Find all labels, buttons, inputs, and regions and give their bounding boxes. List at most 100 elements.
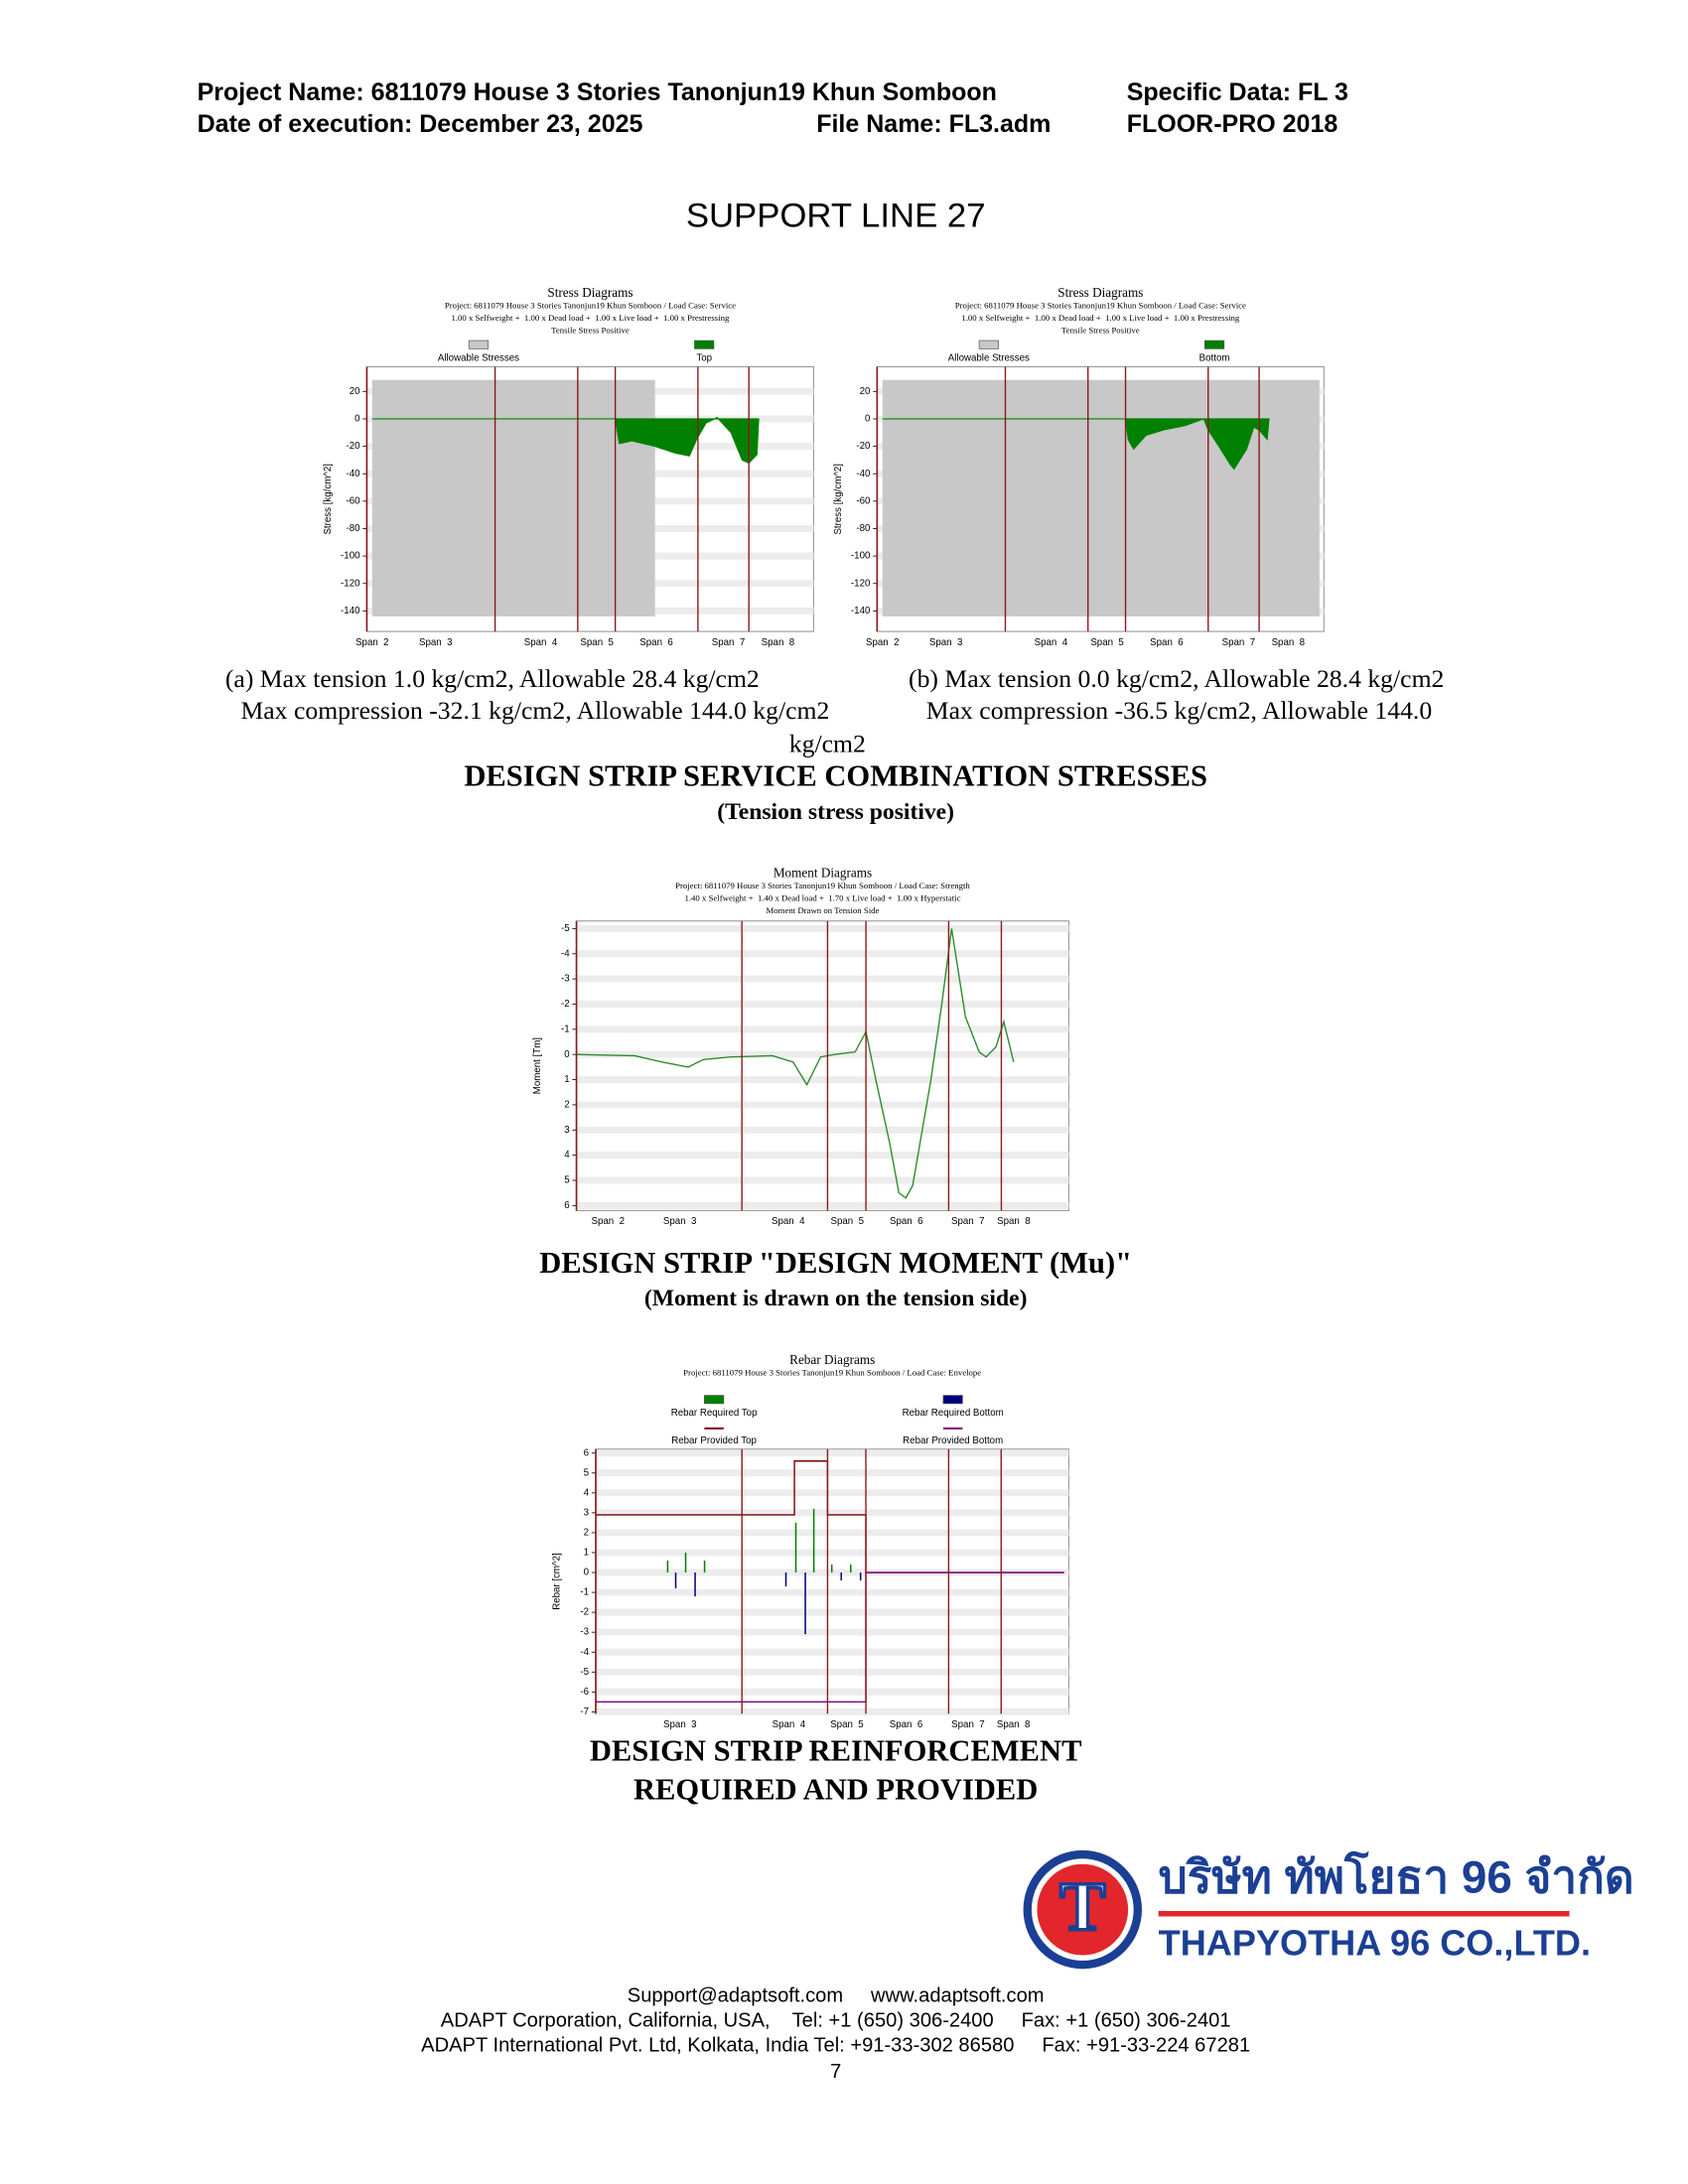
- company-logo: T บริษัท ทัพโยธา 96 จำกัด THAPYOTHA 96 C…: [1023, 1850, 1634, 1970]
- chart-subtitle: Project: 6811079 House 3 Stories Tanonju…: [955, 300, 1246, 310]
- y-tick-label: -120: [851, 578, 871, 589]
- y-axis-label: Stress [kg/cm^2]: [833, 464, 844, 535]
- allowable-region: [371, 379, 655, 616]
- span-label: Span 4: [524, 637, 558, 648]
- legend-label: Allowable Stresses: [438, 353, 519, 364]
- allowable-region: [882, 379, 1320, 616]
- note: (Moment is drawn on the tension side): [644, 1286, 1028, 1311]
- chart-subtitle: Project: 6811079 House 3 Stories Tanonju…: [683, 1367, 981, 1377]
- span-label: Span 6: [1150, 637, 1184, 648]
- span-label: Span 5: [831, 1216, 865, 1227]
- chart-title: Rebar Diagrams: [789, 1352, 875, 1367]
- span-label: Span 5: [830, 1719, 864, 1730]
- logo-english: THAPYOTHA 96 CO.,LTD.: [1159, 1922, 1591, 1963]
- y-tick-label: -2: [580, 1607, 589, 1618]
- chart-title: Stress Diagrams: [1057, 285, 1143, 300]
- y-tick-label: 0: [584, 1568, 590, 1578]
- legend-label: Top: [696, 353, 712, 364]
- y-tick-label: 6: [564, 1200, 569, 1211]
- y-tick-label: -120: [341, 578, 360, 589]
- y-tick-label: -60: [346, 495, 360, 506]
- y-tick-label: -140: [341, 606, 360, 616]
- plot-area: [576, 920, 1069, 1211]
- caption-b: kg/cm2: [789, 729, 866, 757]
- y-tick-label: 4: [564, 1150, 570, 1160]
- legend-label: Rebar Required Top: [671, 1408, 758, 1419]
- y-tick-label: 6: [584, 1447, 589, 1458]
- chart-subtitle: Tensile Stress Positive: [1061, 325, 1140, 335]
- span-label: Span 8: [762, 637, 795, 648]
- span-label: Span 7: [1222, 637, 1256, 648]
- y-tick-label: 2: [564, 1099, 569, 1110]
- y-tick-label: -40: [346, 469, 360, 479]
- heading: DESIGN STRIP REINFORCEMENT: [590, 1734, 1082, 1768]
- span-label: Span 8: [1272, 637, 1306, 648]
- y-tick-label: -1: [580, 1587, 589, 1598]
- y-tick-label: 5: [584, 1467, 589, 1478]
- logo-disc: [1037, 1863, 1129, 1956]
- span-label: Span 5: [1090, 637, 1124, 648]
- project-name: Project Name: 6811079 House 3 Stories Ta…: [198, 78, 997, 106]
- caption-b: (b) Max tension 0.0 kg/cm2, Allowable 28…: [909, 664, 1444, 693]
- span-label: Span 3: [663, 1216, 697, 1227]
- span-label: Span 2: [355, 637, 389, 648]
- legend-swatch: [942, 1395, 963, 1405]
- y-tick-label: -100: [341, 551, 360, 562]
- y-tick-label: 3: [564, 1125, 569, 1136]
- legend-label: Allowable Stresses: [948, 353, 1030, 364]
- y-tick-label: -100: [851, 551, 871, 562]
- y-tick-label: -4: [580, 1647, 589, 1658]
- chart-subtitle: Project: 6811079 House 3 Stories Tanonju…: [445, 300, 736, 310]
- y-tick-label: 20: [860, 386, 871, 397]
- chart-title: Moment Diagrams: [774, 866, 872, 881]
- y-tick-label: -20: [346, 441, 360, 452]
- legend-swatch: [468, 340, 490, 349]
- span-label: Span 8: [997, 1719, 1031, 1730]
- y-tick-label: -80: [856, 523, 871, 534]
- y-tick-label: -3: [561, 974, 570, 985]
- span-label: Span 7: [951, 1719, 985, 1730]
- y-tick-label: 1: [584, 1548, 589, 1559]
- legend-swatch: [704, 1395, 725, 1405]
- span-label: Span 4: [772, 1216, 805, 1227]
- y-tick-label: -3: [580, 1627, 589, 1638]
- logo-thai: บริษัท ทัพโยธา 96 จำกัด: [1159, 1850, 1634, 1903]
- y-axis-label: Moment [Tm]: [532, 1037, 543, 1094]
- y-tick-label: -6: [580, 1687, 589, 1698]
- chart-subtitle: Tensile Stress Positive: [551, 325, 630, 335]
- y-tick-label: 20: [350, 386, 360, 397]
- y-tick-label: -80: [346, 523, 360, 534]
- chart-subtitle: 1.00 x Selfweight + 1.00 x Dead load + 1…: [961, 313, 1240, 323]
- y-axis-label: Rebar [cm^2]: [552, 1553, 563, 1609]
- stress-area: [882, 418, 1270, 471]
- specific-data: Specific Data: FL 3: [1127, 78, 1348, 106]
- y-tick-label: 0: [865, 414, 871, 425]
- span-label: Span 6: [890, 1719, 923, 1730]
- y-tick-label: -1: [561, 1024, 570, 1034]
- logo-letter: T: [1059, 1869, 1105, 1946]
- legend-swatch: [978, 340, 999, 349]
- span-label: Span 6: [890, 1216, 923, 1227]
- execution-date: Date of execution: December 23, 2025: [198, 110, 643, 138]
- y-axis-label: Stress [kg/cm^2]: [323, 464, 334, 535]
- span-label: Span 5: [580, 637, 614, 648]
- section-title: SUPPORT LINE 27: [686, 198, 986, 235]
- y-tick-label: -2: [561, 999, 570, 1010]
- span-label: Span 7: [712, 637, 746, 648]
- legend-label: Rebar Required Bottom: [903, 1408, 1004, 1419]
- span-label: Span 3: [663, 1719, 697, 1730]
- y-tick-label: 3: [584, 1507, 589, 1518]
- heading: REQUIRED AND PROVIDED: [633, 1773, 1038, 1807]
- heading: DESIGN STRIP SERVICE COMBINATION STRESSE…: [464, 759, 1207, 793]
- legend-swatch: [694, 340, 715, 349]
- y-tick-label: -7: [580, 1706, 589, 1717]
- caption-b: Max compression -36.5 kg/cm2, Allowable …: [926, 696, 1432, 725]
- span-label: Span 8: [997, 1216, 1031, 1227]
- series-line: [576, 928, 1015, 1199]
- legend-label: Rebar Provided Top: [671, 1435, 757, 1446]
- legend-swatch: [1204, 340, 1225, 349]
